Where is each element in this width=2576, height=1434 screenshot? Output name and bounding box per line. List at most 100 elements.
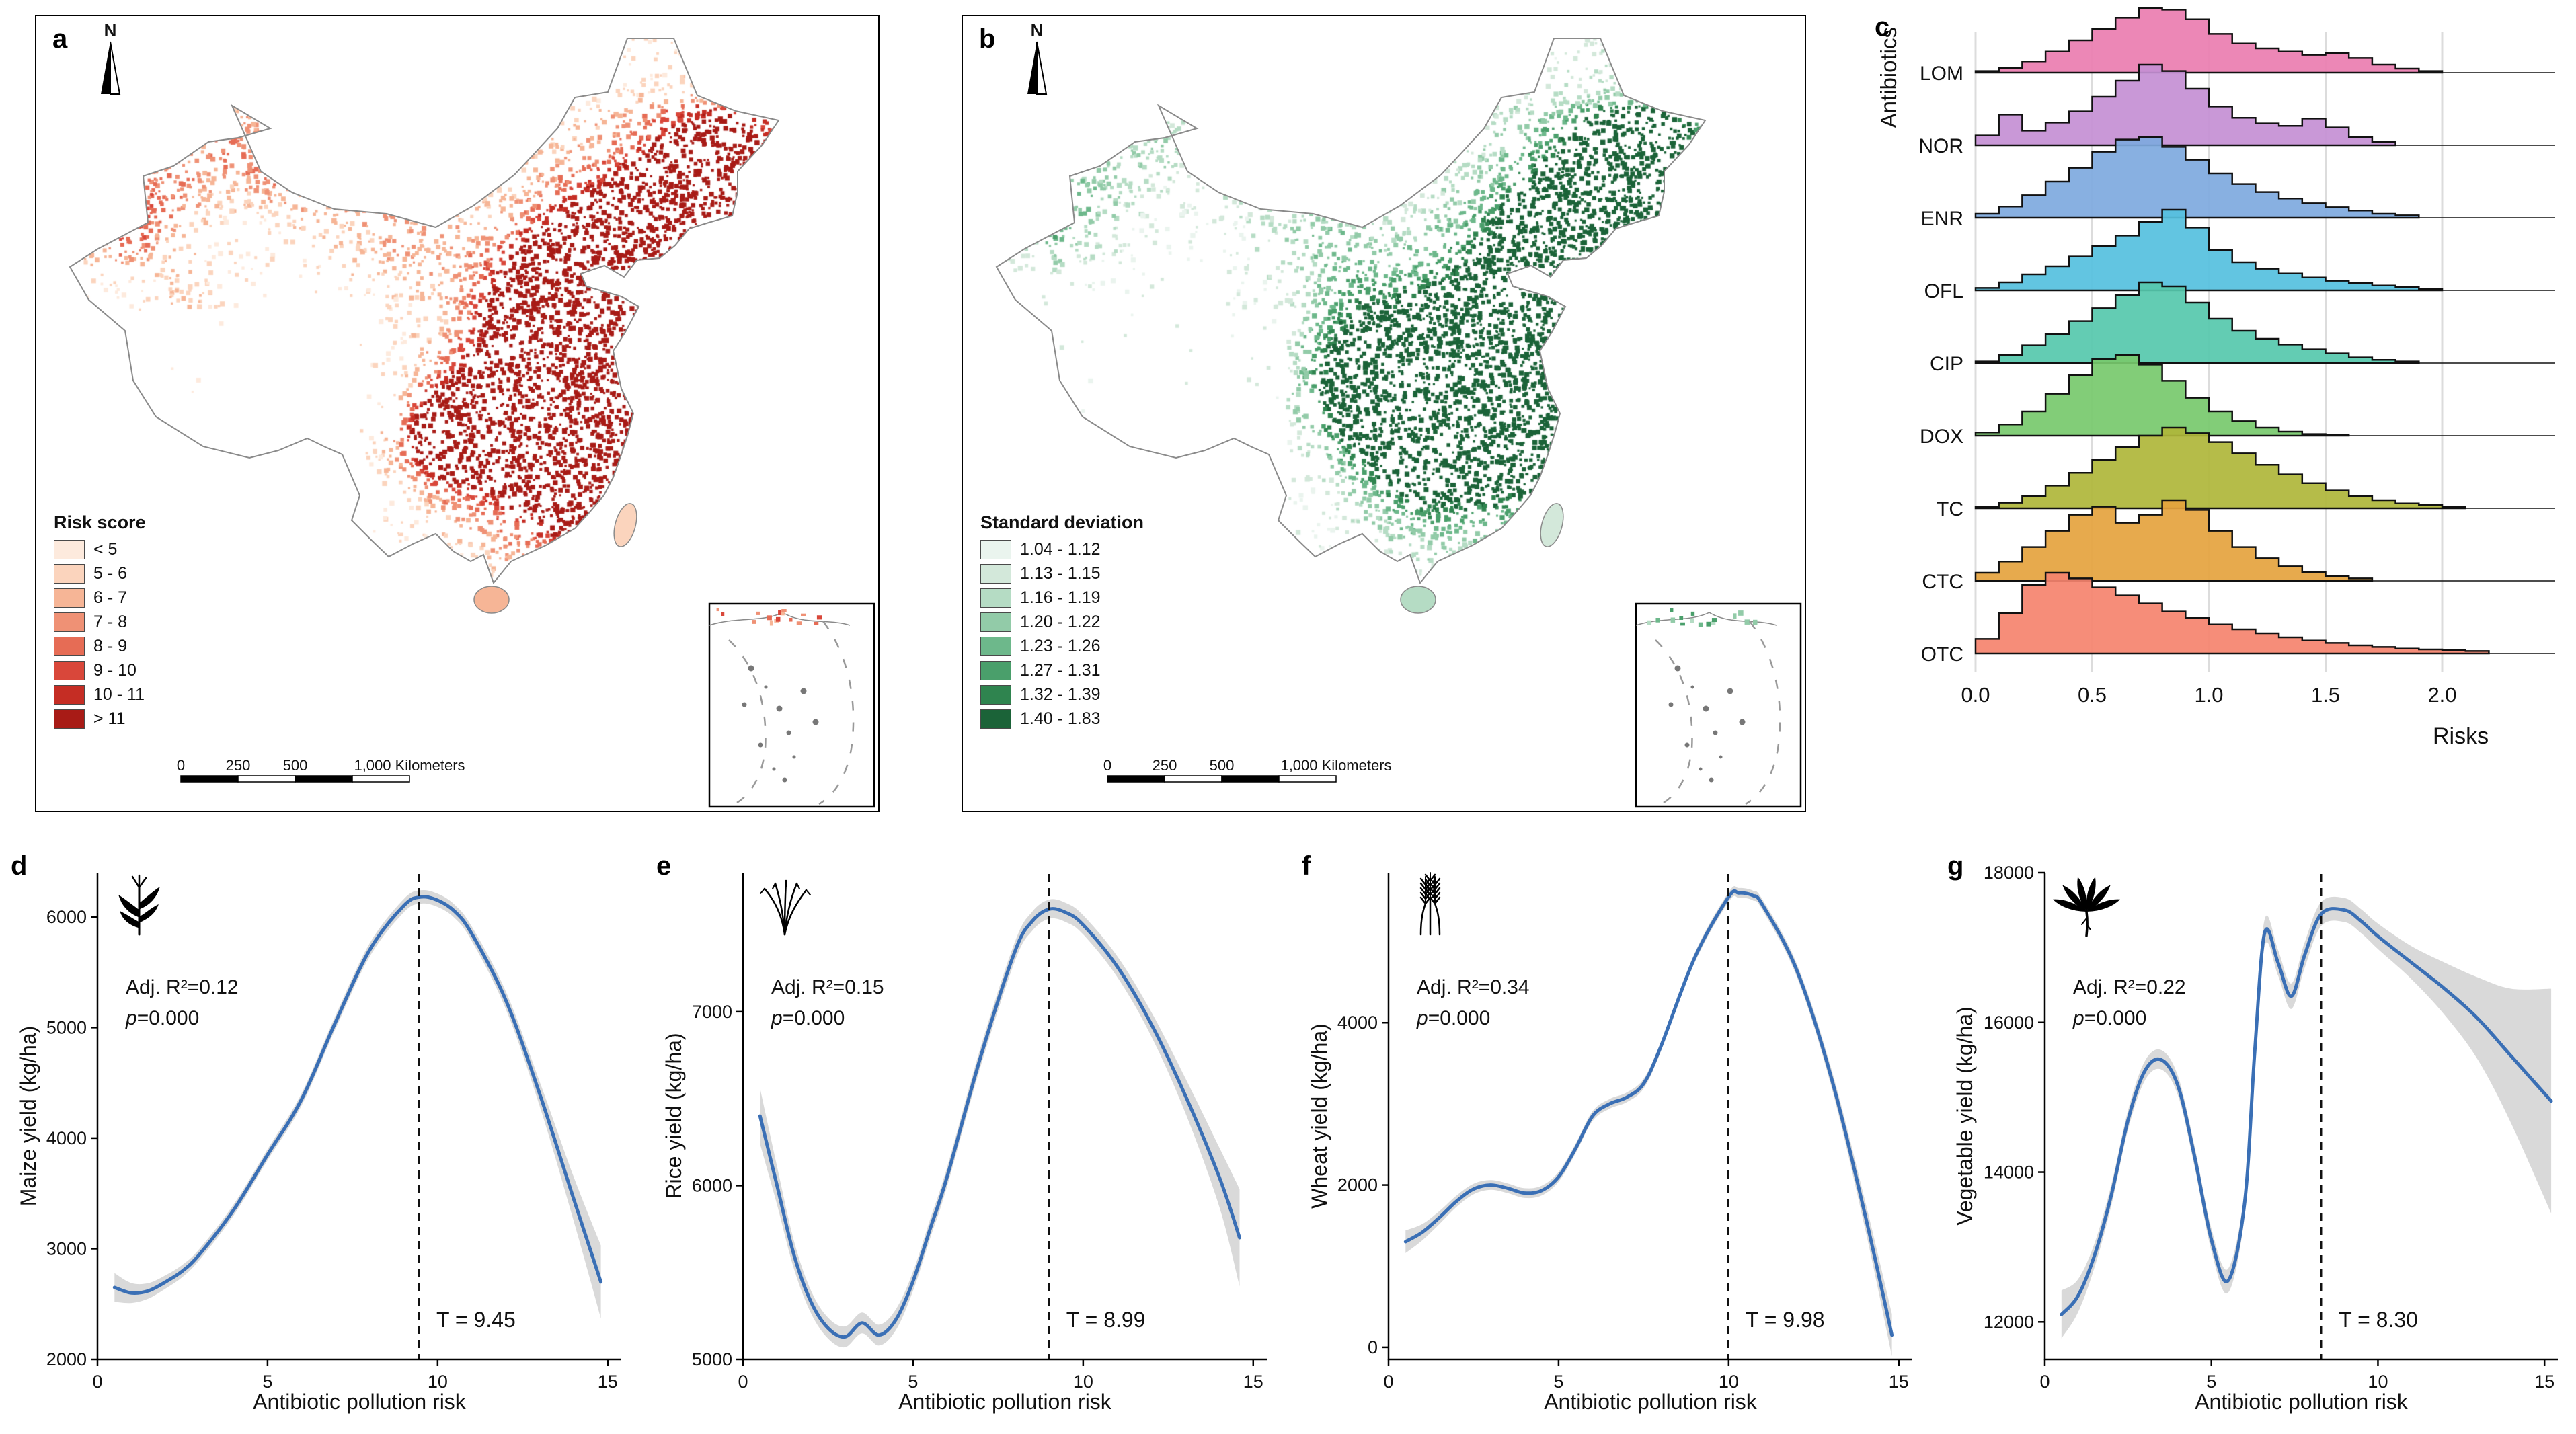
legend-label: > 11 — [93, 709, 126, 728]
legend-swatch — [980, 612, 1011, 632]
panel-b-letter: b — [979, 24, 996, 54]
fitted-curve — [112, 895, 603, 1296]
inset-islet — [748, 665, 754, 672]
north-arrow-icon — [1036, 41, 1048, 95]
legend-label: 1.04 - 1.12 — [1020, 540, 1101, 559]
inset-islet — [782, 777, 787, 783]
x-tick-label: 0 — [1383, 1371, 1393, 1392]
taiwan-island — [613, 503, 637, 547]
inset-coast-pixel — [781, 609, 787, 612]
r2-annotation: Adj. R²=0.15 — [771, 976, 884, 998]
fitted-curve — [1403, 889, 1894, 1337]
inset-coast-pixel — [1690, 618, 1694, 623]
sea-inset-box — [708, 602, 875, 808]
legend-label: 6 - 7 — [93, 588, 128, 607]
legend-row: 1.13 - 1.15 — [980, 564, 1144, 584]
risk-legend-items: < 5 5 - 6 6 - 7 7 - 8 8 - 9 9 - 10 10 - 11 > 11 — [54, 540, 146, 729]
antibiotic-label: CIP — [1930, 353, 1963, 375]
x-tick-label: 5 — [2206, 1371, 2216, 1392]
inset-islet — [800, 688, 807, 694]
inset-coast-pixel — [801, 613, 806, 616]
legend-row: 1.16 - 1.19 — [980, 588, 1144, 608]
maize-icon — [118, 874, 160, 936]
x-tick-label: 10 — [2368, 1371, 2388, 1392]
confidence-band — [1405, 885, 1892, 1357]
axes — [1387, 873, 1912, 1361]
ridge-OFL — [1974, 208, 2444, 292]
legend-swatch — [54, 637, 85, 656]
x-axis-label: Antibiotic pollution risk — [1544, 1390, 1758, 1414]
legend-swatch — [980, 685, 1011, 705]
legend-label: 1.27 - 1.31 — [1020, 661, 1101, 680]
ridge-CIP — [1974, 281, 2420, 364]
inset-islet — [1719, 755, 1723, 759]
p-annotation: p=0.000 — [771, 1007, 845, 1029]
scale-label: 0 — [177, 757, 185, 774]
risk-tick-label: 0.5 — [2078, 683, 2107, 707]
scale-label: 500 — [283, 757, 308, 774]
china-outline — [995, 38, 1707, 585]
confidence-band — [114, 889, 601, 1319]
panel-f-letter: f — [1302, 851, 1311, 881]
x-axis-label: Antibiotic pollution risk — [253, 1390, 467, 1414]
inset-coast-pixel — [789, 618, 793, 622]
north-arrow-icon — [1027, 42, 1037, 94]
y-tick-label: 4000 — [1337, 1012, 1378, 1033]
inset-coast-pixel — [816, 615, 822, 620]
ridge-OTC — [1974, 571, 2490, 655]
scale-bar-segment — [295, 775, 353, 783]
risk-tick-label: 0.0 — [1961, 683, 1990, 707]
inset-coast-pixel — [775, 616, 781, 622]
y-tick-label: 12000 — [1984, 1312, 2034, 1332]
y-tick-label: 7000 — [692, 1002, 732, 1022]
y-axis-label: Maize yield (kg/ha) — [17, 1026, 40, 1207]
north-arrow-icon — [110, 41, 121, 95]
x-tick-label: 10 — [1073, 1371, 1093, 1392]
t-threshold-annotation: T = 8.99 — [1066, 1308, 1146, 1332]
inset-coast-pixel — [1680, 622, 1685, 626]
x-tick-label: 15 — [598, 1371, 618, 1392]
legend-label: < 5 — [93, 540, 118, 559]
panel-d-maize-plot: 0 5 10 15 2000 3000 4000 5000 6000 Antibiotic pol… — [16, 848, 632, 1431]
scale-label: 250 — [226, 757, 251, 774]
x-tick-label: 0 — [738, 1371, 748, 1392]
sd-legend-items: 1.04 - 1.12 1.13 - 1.15 1.16 - 1.19 1.20 - … — [980, 540, 1144, 729]
legend-label: 1.16 - 1.19 — [1020, 588, 1101, 607]
inset-islet — [1727, 688, 1733, 694]
inset-coast-pixel — [1655, 618, 1660, 623]
sd-legend: Standard deviation 1.04 - 1.12 1.13 - 1.1… — [980, 512, 1144, 729]
legend-row: 1.20 - 1.22 — [980, 612, 1144, 632]
y-axis-label: Rice yield (kg/ha) — [662, 1033, 686, 1199]
risk-tick-label: 2.0 — [2427, 683, 2456, 707]
scale-label: 1,000 Kilometers — [1280, 757, 1391, 774]
t-threshold-annotation: T = 9.98 — [1746, 1308, 1825, 1332]
t-threshold-annotation: T = 8.30 — [2339, 1308, 2418, 1332]
panel-b-map-overlay: N 0 250 500 1,000 Kilometers — [995, 20, 1802, 808]
inset-islet — [758, 742, 763, 748]
legend-label: 1.32 - 1.39 — [1020, 685, 1101, 704]
r2-annotation: Adj. R²=0.34 — [1417, 976, 1530, 998]
legend-row: < 5 — [54, 540, 146, 559]
r2-annotation: Adj. R²=0.22 — [2073, 976, 2186, 998]
inset-islet — [1699, 767, 1703, 771]
scale-bar-segment — [1164, 775, 1222, 783]
inset-coast-pixel — [1738, 610, 1744, 616]
inset-coast-pixel — [1698, 622, 1703, 627]
legend-label: 1.23 - 1.26 — [1020, 637, 1101, 655]
panel-e-letter: e — [656, 851, 672, 881]
x-tick-label: 15 — [1243, 1371, 1263, 1392]
inset-coast-pixel — [716, 608, 719, 612]
x-tick-label: 5 — [908, 1371, 918, 1392]
legend-row: 6 - 7 — [54, 588, 146, 608]
legend-label: 9 - 10 — [93, 661, 136, 680]
inset-dashed-boundary — [1745, 621, 1781, 805]
legend-row: 10 - 11 — [54, 685, 146, 705]
inset-coast-pixel — [1710, 621, 1716, 625]
inset-coast-pixel — [1744, 619, 1750, 625]
inset-islet — [1674, 665, 1681, 672]
sd-legend-title: Standard deviation — [980, 512, 1144, 532]
legend-label: 5 - 6 — [93, 564, 128, 583]
north-arrow-icon — [101, 42, 110, 94]
inset-islet — [792, 755, 796, 759]
risk-score-legend: Risk score < 5 5 - 6 6 - 7 7 - 8 8 - 9 9 - 10… — [54, 512, 146, 729]
